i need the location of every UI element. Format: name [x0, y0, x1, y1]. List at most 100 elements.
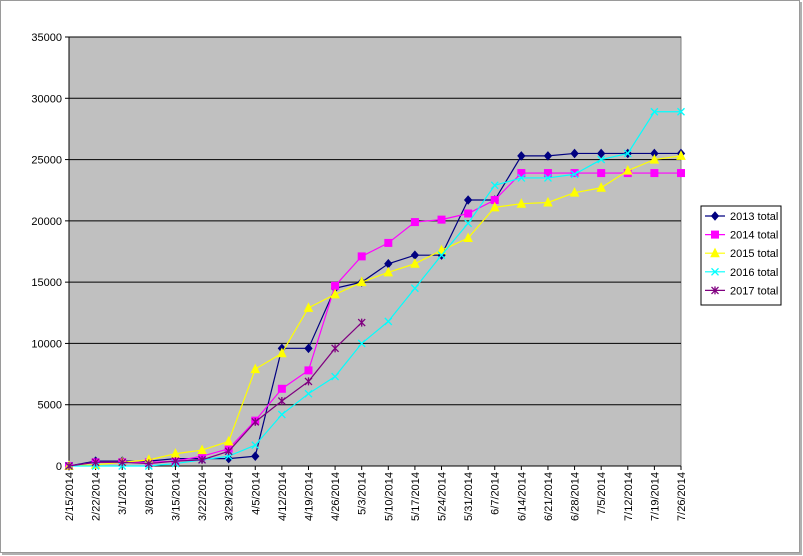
x-tick-label: 5/10/2014: [383, 472, 395, 521]
x-tick-label: 4/5/2014: [250, 472, 262, 515]
data-point: [384, 317, 393, 326]
legend-marker: [711, 230, 719, 239]
data-point: [277, 397, 286, 406]
data-point: [464, 219, 473, 228]
data-point: [383, 266, 394, 277]
y-tick-label: 25000: [31, 155, 62, 167]
data-point: [277, 384, 286, 393]
data-point: [357, 339, 366, 348]
data-point: [517, 151, 526, 161]
data-point: [277, 347, 287, 358]
data-point: [570, 169, 579, 178]
x-tick-label: 5/24/2014: [437, 472, 449, 521]
x-tick-label: 5/17/2014: [410, 472, 422, 521]
data-point: [436, 244, 447, 255]
data-point: [677, 107, 685, 116]
data-point: [543, 169, 552, 178]
x-tick-label: 5/31/2014: [463, 472, 475, 521]
data-point: [304, 377, 313, 386]
y-tick-label: 35000: [31, 32, 62, 44]
legend-label: 2017 total: [730, 285, 778, 297]
x-tick-label: 2/15/2014: [64, 472, 76, 521]
series-2015-total: [64, 150, 686, 470]
plot-area: [68, 36, 682, 467]
data-point: [277, 410, 286, 419]
data-point: [516, 198, 527, 208]
data-point: [331, 344, 340, 353]
data-point: [622, 164, 633, 175]
y-tick-label: 0: [56, 461, 62, 473]
x-tick-label: 3/22/2014: [197, 472, 209, 521]
x-tick-label: 7/5/2014: [596, 472, 608, 515]
data-point: [437, 251, 446, 260]
y-tick-label: 20000: [31, 216, 62, 228]
data-point: [569, 187, 580, 197]
data-point: [91, 458, 100, 467]
series-line: [68, 155, 682, 467]
legend-label: 2013 total: [730, 211, 778, 223]
x-tick-label: 6/21/2014: [543, 472, 555, 521]
y-tick-label: 5000: [38, 400, 62, 412]
data-point: [303, 302, 314, 312]
data-point: [251, 451, 260, 461]
data-point: [597, 169, 606, 178]
data-point: [543, 173, 552, 182]
x-tick-label: 6/28/2014: [570, 472, 582, 521]
data-point: [331, 372, 340, 381]
data-point: [357, 318, 366, 327]
x-tick-label: 3/1/2014: [117, 472, 129, 515]
data-point: [463, 232, 473, 243]
data-point: [463, 195, 473, 205]
data-point: [596, 182, 606, 192]
data-point: [597, 155, 606, 164]
y-tick-label: 15000: [31, 277, 62, 289]
data-point: [250, 363, 261, 374]
data-point: [649, 153, 660, 164]
data-point: [304, 366, 313, 375]
data-point: [517, 173, 526, 182]
x-tick-label: 5/3/2014: [357, 472, 369, 515]
x-tick-label: 3/29/2014: [224, 472, 236, 521]
legend-label: 2014 total: [730, 230, 778, 242]
series-2016-total: [65, 107, 685, 470]
data-point: [543, 151, 553, 161]
data-point: [410, 218, 419, 227]
data-point: [251, 441, 260, 450]
data-point: [356, 276, 367, 287]
series-line: [68, 322, 363, 467]
data-point: [677, 169, 685, 178]
legend-marker: [710, 247, 720, 258]
data-point: [65, 462, 73, 470]
data-point: [517, 169, 526, 178]
data-point: [357, 252, 366, 261]
data-point: [437, 215, 446, 224]
y-tick-label: 10000: [31, 338, 62, 350]
data-point: [330, 288, 340, 299]
legend-marker: [710, 211, 720, 221]
x-tick-label: 7/12/2014: [623, 472, 635, 521]
data-point: [171, 457, 180, 466]
data-point: [304, 389, 313, 398]
data-point: [197, 444, 207, 455]
series-line: [69, 111, 681, 467]
data-point: [118, 458, 127, 467]
x-tick-label: 7/19/2014: [649, 472, 661, 521]
data-point: [543, 196, 553, 207]
data-point: [570, 148, 579, 159]
data-point: [464, 209, 473, 218]
legend-marker: [711, 286, 719, 295]
data-point: [224, 447, 233, 456]
series-2017-total: [65, 318, 366, 470]
legend-label: 2015 total: [730, 248, 778, 260]
x-tick-label: 7/26/2014: [676, 472, 688, 521]
data-point: [623, 149, 632, 158]
y-tick-label: 30000: [31, 93, 62, 105]
x-tick-label: 2/22/2014: [91, 472, 103, 521]
data-point: [304, 343, 313, 354]
data-point: [331, 281, 340, 290]
x-tick-label: 3/8/2014: [144, 472, 156, 515]
data-point: [570, 170, 579, 179]
data-point: [251, 417, 260, 426]
x-tick-label: 6/14/2014: [516, 472, 528, 521]
x-tick-label: 6/7/2014: [490, 472, 502, 515]
